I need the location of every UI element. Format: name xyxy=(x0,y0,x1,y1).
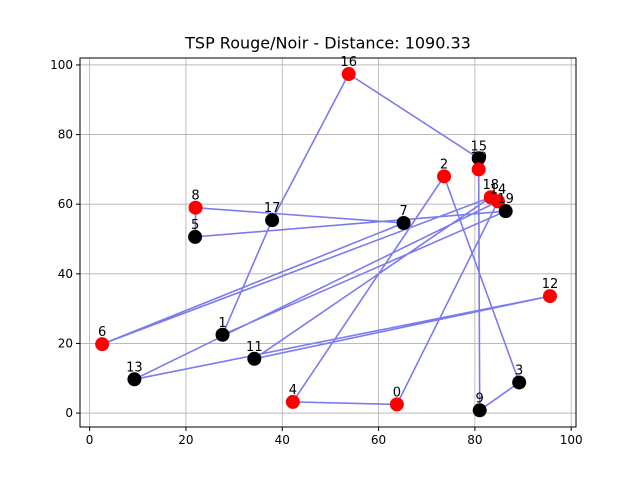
city-point xyxy=(512,375,527,390)
city-point xyxy=(542,289,557,304)
city-points xyxy=(95,67,557,418)
y-tick-label: 80 xyxy=(58,128,73,142)
route-lines xyxy=(101,73,551,412)
point-label: 18 xyxy=(482,178,499,193)
city-point xyxy=(472,403,487,418)
y-tick-label: 0 xyxy=(65,406,73,420)
x-tick-label: 0 xyxy=(86,433,94,447)
x-tick-label: 60 xyxy=(371,433,386,447)
city-point xyxy=(483,190,498,205)
city-point xyxy=(389,397,404,412)
chart-title: TSP Rouge/Noir - Distance: 1090.33 xyxy=(184,34,471,53)
point-label: 16 xyxy=(340,55,357,70)
x-tick-label: 40 xyxy=(275,433,290,447)
point-label: 14 xyxy=(490,182,507,197)
point-label: 12 xyxy=(542,277,559,292)
route-path xyxy=(101,73,551,412)
point-label: 17 xyxy=(264,201,281,216)
city-point xyxy=(188,229,203,244)
point-label: 13 xyxy=(126,360,143,375)
city-point xyxy=(498,204,513,219)
x-tick-label: 100 xyxy=(560,433,583,447)
city-point xyxy=(341,67,356,82)
point-label: 5 xyxy=(191,218,199,233)
point-label: 6 xyxy=(98,325,106,340)
x-tick-label: 80 xyxy=(467,433,482,447)
city-point xyxy=(215,327,230,342)
point-label: 0 xyxy=(393,385,401,400)
city-point xyxy=(188,200,203,215)
city-point xyxy=(437,169,452,184)
y-tick-label: 40 xyxy=(58,267,73,281)
point-label: 7 xyxy=(399,204,407,219)
point-label: 10 xyxy=(470,150,487,165)
city-point xyxy=(471,151,486,166)
city-point xyxy=(285,394,300,409)
point-label: 9 xyxy=(476,391,484,406)
point-label: 11 xyxy=(246,340,263,355)
city-point xyxy=(95,337,110,352)
point-label: 3 xyxy=(515,363,523,378)
y-tick-label: 20 xyxy=(58,336,73,350)
point-label: 15 xyxy=(470,139,487,154)
point-label: 19 xyxy=(497,192,514,207)
point-label: 1 xyxy=(218,316,226,331)
plot-frame xyxy=(79,57,577,428)
point-label: 4 xyxy=(289,383,297,398)
point-label: 2 xyxy=(440,157,448,172)
city-point xyxy=(471,162,486,177)
city-point xyxy=(247,351,262,366)
y-tick-label: 60 xyxy=(58,197,73,211)
city-point xyxy=(127,372,142,387)
point-label: 8 xyxy=(191,189,199,204)
y-tick-label: 100 xyxy=(50,58,73,72)
city-point xyxy=(396,216,411,231)
x-tick-label: 20 xyxy=(178,433,193,447)
city-point xyxy=(265,213,280,228)
